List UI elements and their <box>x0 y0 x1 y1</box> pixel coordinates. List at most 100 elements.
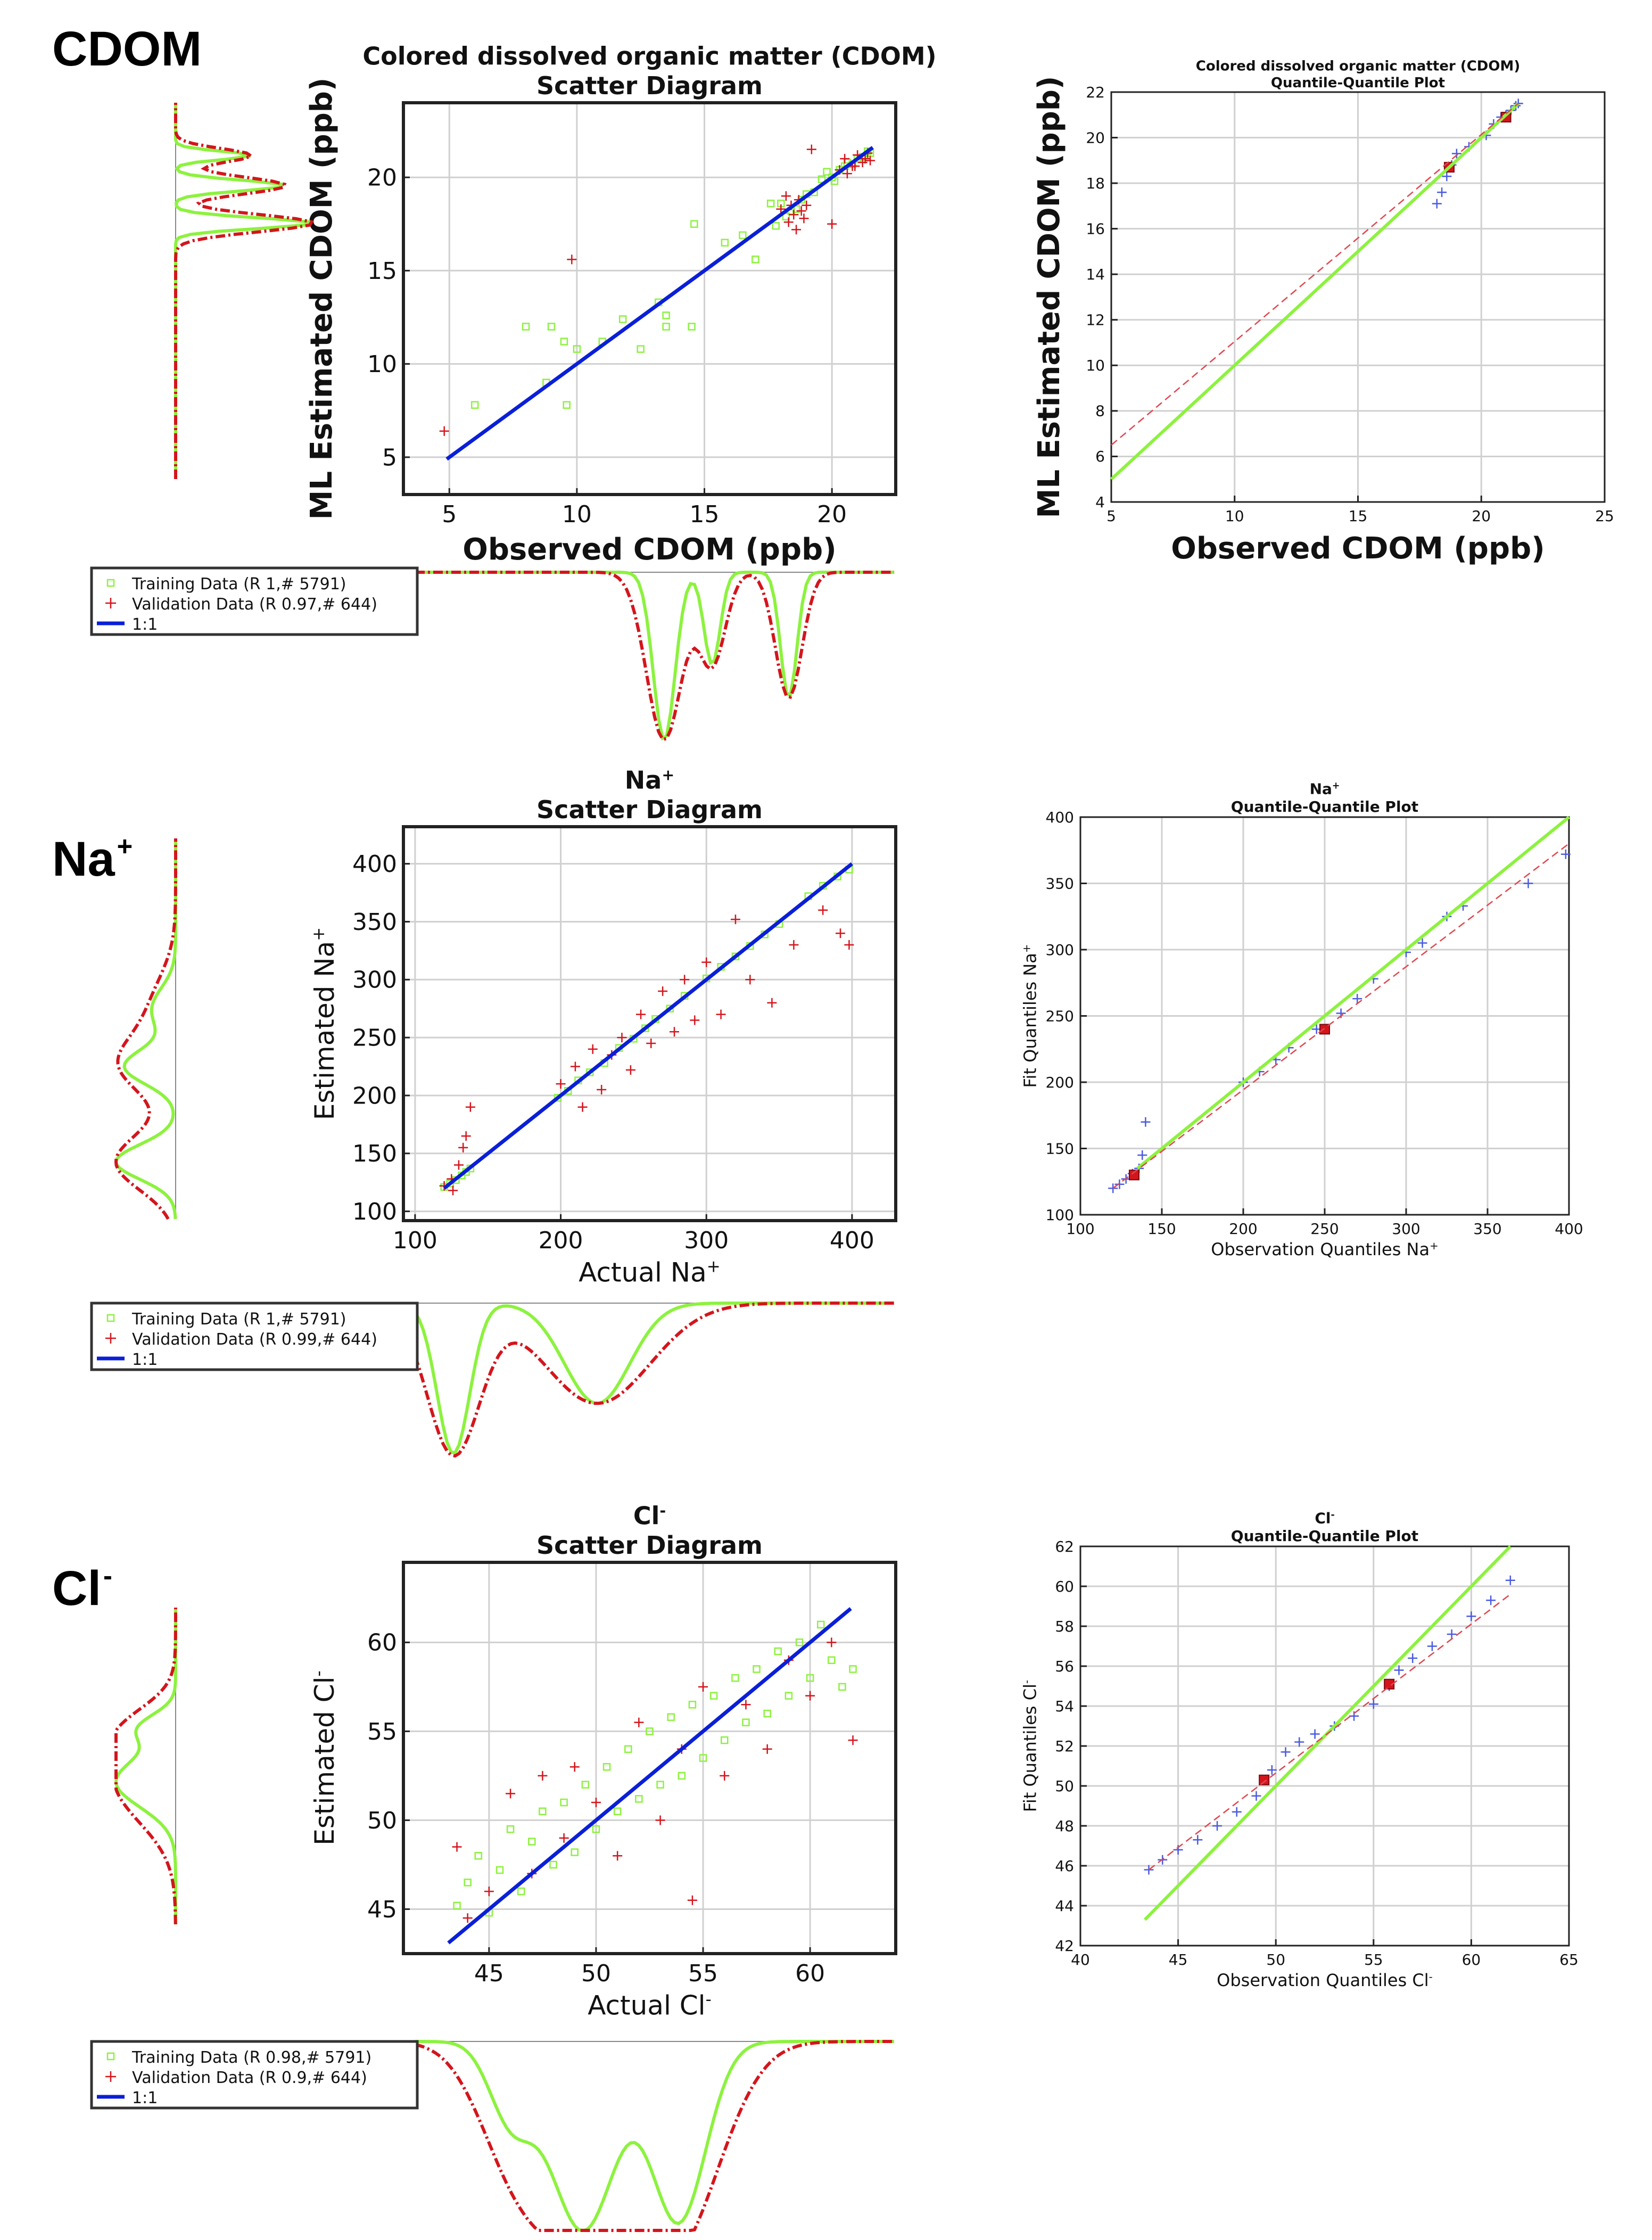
y-tick-label: 350 <box>1046 875 1074 892</box>
y-tick-label: 44 <box>1055 1897 1074 1915</box>
quantile-point <box>1505 1575 1515 1585</box>
x-tick-label: 45 <box>474 1960 504 1987</box>
y-tick-label: 16 <box>1086 220 1105 237</box>
x-tick-label: 5 <box>1106 507 1116 525</box>
x-tick-label: 20 <box>817 501 847 528</box>
training-point <box>646 1727 654 1735</box>
training-point <box>464 1879 472 1887</box>
validation-point <box>802 200 812 210</box>
training-point <box>838 1683 846 1691</box>
quantile-point <box>1394 1665 1404 1675</box>
quartile-marker <box>1384 1678 1395 1690</box>
legend-training-swatch <box>106 2052 115 2061</box>
y-marginal-training-curve <box>114 838 177 1220</box>
chart-4: 45 50 55 60 45 50 55 60 Cl-Scatter Diagram Actual… <box>90 1502 897 2233</box>
x-tick-label: 10 <box>562 501 592 528</box>
training-point <box>641 1024 649 1032</box>
x-tick-label: 350 <box>1473 1220 1501 1238</box>
y-tick-label: 58 <box>1055 1618 1074 1635</box>
validation-point <box>448 1185 458 1196</box>
validation-point <box>597 1085 607 1095</box>
y-axis-label-sup: + <box>309 927 328 941</box>
training-point <box>766 200 775 208</box>
y-tick-label: 15 <box>367 258 397 285</box>
training-point <box>624 1745 632 1753</box>
training-point <box>709 1692 718 1700</box>
y-tick-label: 18 <box>1086 175 1105 192</box>
validation-point <box>577 1102 588 1112</box>
plot-frame <box>402 1561 897 1955</box>
y-tick-label: 22 <box>1086 84 1105 101</box>
y-axis-label: Estimated Cl- <box>309 1670 340 1845</box>
validation-point <box>848 1735 858 1745</box>
y-axis-label: ML Estimated CDOM (ppb) <box>304 78 339 520</box>
training-point <box>495 1866 504 1874</box>
training-point <box>784 1692 793 1700</box>
chart-subtitle: Quantile-Quantile Plot <box>1231 798 1418 816</box>
quantile-point <box>1451 149 1461 159</box>
x-tick-label: 65 <box>1559 1951 1579 1969</box>
validation-point <box>791 225 802 235</box>
training-point <box>751 256 759 263</box>
validation-point <box>655 1815 665 1825</box>
chart-title-sup: + <box>1332 781 1340 792</box>
validation-point <box>625 1065 635 1075</box>
training-point <box>816 1620 825 1629</box>
validation-point <box>538 1770 548 1781</box>
quantile-point <box>1137 1150 1147 1160</box>
y-tick-label: 20 <box>367 164 397 192</box>
validation-point <box>799 213 809 224</box>
validation-point <box>789 940 799 950</box>
y-tick-label: 54 <box>1055 1698 1074 1715</box>
chart-title: Cl- <box>633 1502 666 1530</box>
x-tick-label: 50 <box>581 1960 611 1987</box>
legend-box <box>90 1302 419 1371</box>
row-label-na: Na+ <box>52 831 133 886</box>
validation-point <box>559 1833 569 1843</box>
legend: Training Data (R 1,# 5791)Validation Dat… <box>90 1302 419 1371</box>
x-axis-label: Actual Cl- <box>588 1990 712 2021</box>
quantile-point <box>1442 171 1452 182</box>
legend-label-1: Validation Data (R 0.9,# 644) <box>132 2069 367 2087</box>
validation-point <box>636 1009 646 1019</box>
training-point <box>849 1665 857 1673</box>
chart-subtitle: Scatter Diagram <box>536 71 763 100</box>
x-axis-label: Observation Quantiles Cl- <box>1217 1970 1433 1990</box>
validation-point <box>789 210 799 220</box>
validation-point <box>658 986 668 997</box>
training-point <box>763 1709 771 1718</box>
validation-point <box>588 1044 598 1054</box>
quantile-point <box>1408 1653 1418 1663</box>
validation-point <box>687 1895 697 1905</box>
y-tick-label: 4 <box>1095 493 1105 511</box>
x-tick-label: 150 <box>1147 1220 1176 1238</box>
validation-point <box>556 1079 566 1089</box>
x-tick-label: 15 <box>1349 507 1368 525</box>
x-marginal-validation-curve <box>415 571 894 742</box>
legend-label-2: 1:1 <box>132 1350 158 1369</box>
x-axis-label: Observed CDOM (ppb) <box>462 532 837 567</box>
x-tick-label: 300 <box>1392 1220 1420 1238</box>
validation-point <box>452 1842 462 1852</box>
chart-title: Cl- <box>1315 1510 1334 1527</box>
quartile-marker <box>1319 1024 1330 1035</box>
chart-subtitle: Scatter Diagram <box>536 1531 763 1560</box>
y-tick-label: 100 <box>1046 1206 1074 1224</box>
validation-point <box>458 1142 468 1152</box>
training-point <box>662 311 670 319</box>
training-point <box>721 238 729 247</box>
fit-line <box>1148 1594 1511 1871</box>
y-tick-label: 8 <box>1095 402 1105 420</box>
validation-point <box>720 1770 730 1781</box>
training-point <box>592 1825 600 1833</box>
x-tick-label: 100 <box>1066 1220 1094 1238</box>
y-tick-label: 100 <box>352 1198 397 1225</box>
y-tick-label: 48 <box>1055 1817 1074 1835</box>
one-to-one-line <box>443 862 854 1190</box>
quantile-point <box>1173 1845 1183 1855</box>
x-tick-label: 10 <box>1225 507 1244 525</box>
x-marginal-training-curve <box>415 2040 894 2233</box>
chart-title: Colored dissolved organic matter (CDOM) <box>1196 59 1520 75</box>
validation-point <box>781 191 791 201</box>
